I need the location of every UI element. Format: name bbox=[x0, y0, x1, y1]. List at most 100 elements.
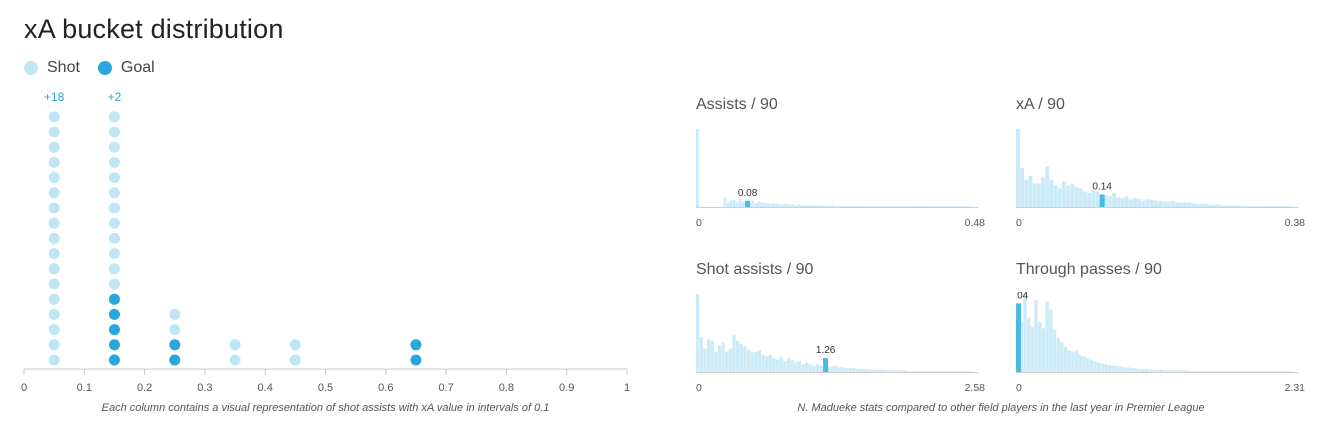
histogram-bar bbox=[1181, 370, 1185, 372]
histogram-bar bbox=[1144, 368, 1149, 372]
histogram-bar bbox=[1266, 206, 1271, 207]
shot-dot bbox=[48, 339, 60, 351]
histogram-bar bbox=[834, 365, 838, 372]
x-min-label: 0 bbox=[696, 217, 702, 229]
histogram-bar bbox=[815, 205, 819, 207]
shot-dot bbox=[48, 324, 60, 336]
histogram-bar bbox=[812, 205, 816, 207]
histogram-bar bbox=[794, 362, 798, 372]
histogram-bar bbox=[779, 356, 783, 372]
histogram-bar bbox=[899, 370, 903, 372]
histogram-bar bbox=[826, 367, 831, 372]
histogram-bar bbox=[1049, 309, 1053, 372]
legend-item-shot[interactable]: Shot bbox=[24, 59, 80, 77]
x-tick-label: 0.5 bbox=[318, 382, 333, 394]
histogram-bar bbox=[884, 370, 889, 372]
histogram-bar bbox=[786, 357, 791, 372]
histogram-bar bbox=[959, 206, 963, 207]
histogram-bar bbox=[1074, 350, 1079, 372]
histogram-bar bbox=[1034, 300, 1038, 372]
goal-dot bbox=[410, 354, 422, 366]
histogram-bar bbox=[1269, 371, 1274, 372]
histogram-bar bbox=[844, 368, 849, 372]
histogram-bar bbox=[1237, 205, 1242, 207]
histogram-bar bbox=[1283, 206, 1288, 207]
histogram-bar bbox=[721, 342, 725, 372]
histogram-bar bbox=[939, 371, 943, 372]
histogram-bar bbox=[1111, 365, 1116, 372]
histogram-bar bbox=[864, 206, 868, 207]
x-min-label: 0 bbox=[1016, 217, 1022, 229]
histogram-bar bbox=[1024, 179, 1029, 207]
histogram-bar bbox=[696, 129, 699, 207]
x-tick-label: 0.6 bbox=[378, 382, 393, 394]
histogram-bar bbox=[797, 204, 800, 207]
histogram-bar bbox=[1082, 191, 1087, 207]
shot-assists-histogram: 1.26 0 2.58 bbox=[696, 294, 985, 394]
histogram-bar bbox=[1027, 317, 1031, 372]
histogram-bar bbox=[791, 204, 794, 207]
histogram-bar bbox=[1159, 369, 1163, 372]
histogram-bar bbox=[913, 371, 918, 372]
histogram-bar bbox=[1166, 370, 1171, 372]
histogram-bar bbox=[1229, 371, 1233, 372]
histogram-bar bbox=[819, 365, 823, 372]
histogram-bar bbox=[1266, 371, 1270, 372]
histogram-bar bbox=[800, 205, 804, 207]
histogram-bar bbox=[938, 206, 942, 207]
histogram-bar bbox=[903, 370, 907, 372]
assists-panel-title: Assists / 90 bbox=[696, 96, 778, 113]
histogram-bar bbox=[1128, 199, 1133, 207]
histogram-bar bbox=[1103, 195, 1108, 207]
histogram-bar bbox=[870, 206, 874, 207]
histogram-bar bbox=[769, 203, 773, 207]
histogram-bar bbox=[1137, 199, 1142, 207]
histogram-bar bbox=[757, 350, 762, 372]
shot-dot bbox=[169, 324, 181, 336]
shot-dot bbox=[48, 293, 60, 305]
histogram-bar bbox=[953, 371, 958, 372]
shot-dot bbox=[169, 308, 181, 320]
histogram-bar bbox=[1122, 367, 1127, 372]
histogram-bar bbox=[732, 334, 736, 372]
histogram-bar bbox=[761, 354, 765, 372]
histogram-bar bbox=[1275, 206, 1280, 207]
histogram-bar bbox=[1130, 368, 1134, 372]
histogram-bar bbox=[855, 206, 859, 207]
histogram-bar bbox=[1258, 371, 1263, 372]
legend-item-goal[interactable]: Goal bbox=[97, 59, 155, 77]
histogram-bar bbox=[1126, 367, 1130, 372]
histogram-bar bbox=[1053, 185, 1058, 207]
histogram-bar bbox=[1225, 205, 1229, 207]
histogram-bar bbox=[1222, 371, 1226, 372]
histogram-bar bbox=[867, 206, 871, 207]
histogram-bar bbox=[726, 202, 730, 207]
chart-title: xA bucket distribution bbox=[24, 14, 284, 44]
histogram-bar bbox=[1279, 206, 1284, 207]
histogram-bar bbox=[1262, 206, 1267, 207]
histogram-bar bbox=[815, 364, 820, 372]
histogram-bar bbox=[1174, 370, 1178, 372]
histogram-bar bbox=[1023, 294, 1027, 372]
histogram-bar bbox=[848, 368, 852, 372]
histogram-bar bbox=[1218, 371, 1222, 372]
histogram-bar bbox=[1241, 206, 1246, 207]
histogram-bar bbox=[1066, 185, 1071, 207]
histogram-bar bbox=[739, 343, 743, 372]
x-max-label: 0.48 bbox=[965, 217, 986, 229]
histogram-bar bbox=[775, 203, 779, 207]
shot-dot bbox=[48, 141, 60, 153]
histogram-bar bbox=[1162, 201, 1167, 207]
histogram-bar bbox=[1163, 370, 1167, 372]
histogram-bar bbox=[1287, 206, 1292, 207]
histogram-bar bbox=[743, 346, 747, 372]
histogram-bar bbox=[783, 361, 787, 372]
x-tick-label: 0.7 bbox=[438, 382, 453, 394]
histogram-bar bbox=[723, 197, 727, 207]
histogram-bar bbox=[1284, 371, 1289, 372]
histogram-bar bbox=[1028, 175, 1033, 207]
histogram-bar bbox=[1145, 199, 1150, 207]
histogram-bar bbox=[1195, 203, 1200, 207]
xa-panel-title: xA / 90 bbox=[1016, 96, 1065, 113]
player-value-label: 0.04 bbox=[1016, 292, 1029, 301]
